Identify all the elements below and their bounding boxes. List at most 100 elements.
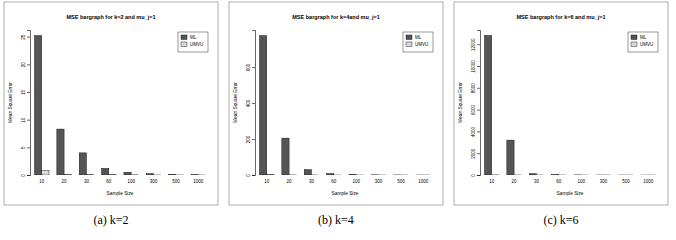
- x-tick: 20: [62, 179, 68, 184]
- bar: [401, 174, 408, 175]
- bar: [604, 174, 611, 175]
- x-tick: 1000: [418, 179, 429, 184]
- bar: [507, 140, 514, 175]
- panel-frame: [4, 2, 218, 205]
- panel: MSE bargraph for k=4and mu_j=10200400600…: [229, 2, 443, 205]
- y-axis: 0 200 400 600: [246, 31, 256, 177]
- y-tick-label: 200: [246, 135, 251, 143]
- x-tick: 60: [106, 179, 112, 184]
- bar: [371, 174, 378, 175]
- x-tick: 30: [309, 179, 315, 184]
- y-tick-mark: [27, 175, 30, 176]
- bar: [379, 174, 386, 175]
- x-tick-label: 300: [600, 179, 608, 184]
- x-tick: 20: [287, 179, 293, 184]
- x-tick: 30: [534, 179, 540, 184]
- x-tick: 30: [84, 179, 90, 184]
- y-tick-label: 0: [471, 174, 476, 177]
- bar: [648, 174, 655, 175]
- x-axis-title: Sample Size: [107, 191, 134, 196]
- y-tick-label: 6000: [471, 105, 476, 116]
- plot: 0200400600102030601003005001000MLUMVU: [246, 31, 433, 185]
- legend-box: [403, 32, 433, 52]
- x-tick: 300: [150, 179, 158, 184]
- y-tick-label: 600: [246, 63, 251, 71]
- y-tick: 2000: [471, 148, 480, 159]
- legend-box: [178, 32, 208, 52]
- legend-box: [628, 32, 658, 52]
- y-tick-label: 400: [246, 99, 251, 107]
- y-tick: 20: [21, 62, 30, 68]
- bar: [146, 174, 153, 175]
- y-axis: 0 5 10 15 20 25: [21, 31, 31, 177]
- chart-title: MSE bargraph for k=6 and mu_j=1: [517, 14, 606, 20]
- y-tick-mark: [27, 92, 30, 93]
- y-tick-label: 5: [21, 146, 26, 149]
- bar: [596, 174, 603, 175]
- legend-label: UMVU: [415, 42, 428, 47]
- x-tick-label: 300: [150, 179, 158, 184]
- y-tick-label: 0: [21, 174, 26, 177]
- y-tick-label: 4000: [471, 126, 476, 137]
- y-axis-title: Mean Square Error: [458, 82, 463, 123]
- panel-frame: [454, 2, 668, 205]
- y-tick: 5: [21, 146, 30, 149]
- bar: [311, 174, 318, 175]
- y-tick-label: 12000: [471, 38, 476, 51]
- x-tick-label: 1000: [193, 179, 204, 184]
- bars: [259, 36, 430, 175]
- legend-swatch: [631, 35, 637, 40]
- bar: [552, 174, 559, 175]
- y-tick-label: 2000: [471, 148, 476, 159]
- y-tick-label: 10: [21, 117, 26, 123]
- chart-title: MSE bargraph for k=2 and mu_j=1: [67, 14, 156, 20]
- caption: (a) k=2: [93, 213, 128, 227]
- y-tick-label: 15: [21, 89, 26, 95]
- x-tick-label: 300: [375, 179, 383, 184]
- y-tick-mark: [252, 67, 255, 68]
- bar: [86, 174, 93, 175]
- y-tick: 25: [21, 34, 30, 40]
- bar: [514, 174, 521, 175]
- x-axis-title: Sample Size: [332, 191, 359, 196]
- y-tick-mark: [477, 110, 480, 111]
- y-tick: 8000: [471, 83, 480, 94]
- panel: MSE bargraph for k=6 and mu_j=1 0 2000 4000…: [454, 2, 668, 205]
- bar: [154, 174, 161, 175]
- x-tick: 10: [489, 179, 495, 184]
- caption: (b) k=4: [318, 213, 354, 227]
- bar: [79, 153, 86, 175]
- bar: [282, 138, 289, 175]
- plot: 0510152025102030601003005001000MLUMVU: [21, 31, 208, 185]
- x-axis-title: Sample Size: [557, 191, 584, 196]
- y-tick-mark: [477, 88, 480, 89]
- y-tick-label: 8000: [471, 83, 476, 94]
- panel-frame: [229, 2, 443, 205]
- y-tick: 0: [246, 174, 255, 177]
- x-tick-label: 100: [577, 179, 585, 184]
- legend: MLUMVU: [178, 32, 208, 52]
- x-tick: 1000: [643, 179, 654, 184]
- y-axis-title: Mean Square Error: [8, 82, 13, 123]
- bar: [267, 174, 274, 175]
- bar: [559, 174, 566, 175]
- y-tick-mark: [27, 64, 30, 65]
- bar: [536, 174, 543, 175]
- bars: [484, 35, 655, 175]
- x-tick: 300: [600, 179, 608, 184]
- legend-label: ML: [190, 35, 197, 40]
- x-tick-label: 500: [172, 179, 180, 184]
- bar: [416, 174, 423, 175]
- legend-swatch: [181, 42, 187, 47]
- y-axis-line: [252, 31, 256, 176]
- bar: [529, 174, 536, 175]
- legend-label: ML: [640, 35, 647, 40]
- bar: [57, 129, 64, 175]
- legend-swatch: [406, 35, 412, 40]
- bar: [198, 174, 205, 175]
- bar: [626, 174, 633, 175]
- y-tick-mark: [477, 175, 480, 176]
- x-tick-label: 20: [62, 179, 68, 184]
- x-tick-label: 500: [622, 179, 630, 184]
- y-tick-mark: [252, 103, 255, 104]
